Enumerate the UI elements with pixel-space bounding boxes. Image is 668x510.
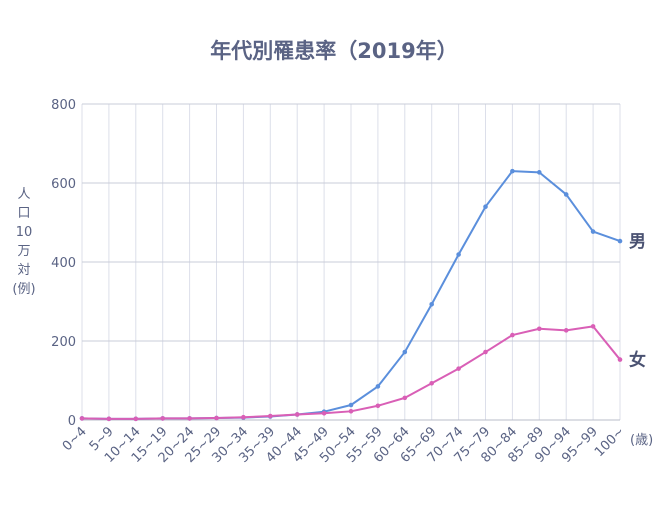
data-point <box>563 192 569 197</box>
data-point <box>510 332 515 338</box>
y-tick-label: 600 <box>51 177 76 192</box>
data-point <box>510 168 515 174</box>
data-point <box>160 416 165 421</box>
x-axis: 0~45~910~1415~1920~2425~2930~3435~3940~4… <box>60 424 628 466</box>
data-point <box>187 416 192 421</box>
data-point <box>537 170 542 175</box>
series: 女 <box>79 324 646 422</box>
y-axis-label-line: 対 <box>17 263 30 278</box>
y-axis-label: 人口 10 万対 (例) <box>12 187 35 297</box>
data-point <box>483 349 488 355</box>
data-point <box>617 357 623 362</box>
chart-title: 年代別罹患率（2019年） <box>210 39 457 63</box>
y-tick-label: 200 <box>51 335 76 350</box>
data-point <box>456 366 461 371</box>
data-point <box>537 326 542 332</box>
y-tick-label: 800 <box>51 98 76 113</box>
data-point <box>375 384 381 389</box>
data-point <box>429 301 435 307</box>
data-point <box>214 415 219 421</box>
data-point <box>241 414 246 420</box>
y-tick-label: 400 <box>51 256 76 271</box>
series-label: 女 <box>629 350 646 371</box>
data-point <box>590 229 596 234</box>
data-point <box>375 403 381 409</box>
data-point <box>563 328 569 333</box>
series-label: 男 <box>629 232 646 252</box>
data-point <box>402 349 408 355</box>
series: 男 <box>79 168 646 422</box>
data-point <box>402 395 408 401</box>
y-axis-label-line: 口 <box>17 206 30 221</box>
data-point <box>133 416 139 422</box>
x-tick-label: 0~4 <box>60 424 90 454</box>
y-axis-label-line: 人 <box>17 187 30 202</box>
y-axis: 0 200 400 600 800 <box>51 98 76 429</box>
y-axis-label-line: 10 <box>16 225 33 240</box>
data-point <box>456 252 461 257</box>
data-point <box>348 409 354 414</box>
grid <box>81 103 621 421</box>
data-point <box>79 416 85 421</box>
data-point <box>429 380 435 386</box>
data-point <box>590 324 596 329</box>
x-tick-label: 100~ <box>592 424 628 460</box>
data-point <box>348 402 354 408</box>
data-point <box>106 416 112 422</box>
data-point <box>617 238 623 244</box>
x-axis-label: (歳) <box>630 433 653 448</box>
data-point <box>483 204 488 209</box>
series-group: 男女 <box>79 168 646 422</box>
y-axis-label-line: (例) <box>12 282 35 297</box>
data-point <box>268 413 273 419</box>
y-axis-label-line: 万 <box>17 244 30 259</box>
data-point <box>294 412 300 417</box>
data-point <box>321 410 327 416</box>
y-tick-label: 0 <box>68 414 76 429</box>
